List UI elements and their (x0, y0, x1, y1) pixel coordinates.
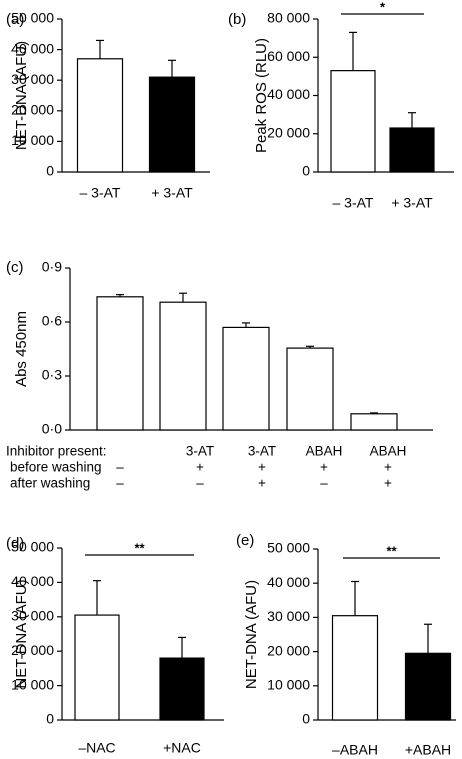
bar-c (96, 296, 144, 431)
table-row-label: before washing (10, 460, 102, 475)
y-tick-label-e: 50 000 (267, 540, 310, 556)
category-label-b: + 3-AT (391, 195, 433, 211)
y-tick-label-b: 40 000 (267, 86, 310, 102)
y-tick-label-e: 10 000 (267, 677, 310, 693)
category-label-e: –ABAH (332, 742, 378, 758)
y-tick-label-e: 30 000 (267, 608, 310, 624)
y-axis-title-d: NET-DNA (AFU) (13, 579, 30, 688)
bar-a (148, 76, 196, 173)
table-before-cell: + (384, 460, 392, 475)
panel-label-c: (c) (6, 259, 24, 276)
significance-marker-b: * (380, 0, 386, 14)
y-tick-label-c: 0·6 (42, 313, 62, 329)
y-tick-label-a: 0 (46, 163, 54, 179)
bar-c (222, 326, 270, 431)
bar-d (159, 657, 205, 721)
y-tick-label-a: 20 000 (11, 102, 54, 118)
table-row-label: after washing (10, 476, 90, 491)
bar-b (389, 127, 435, 173)
table-before-cell: + (258, 460, 266, 475)
significance-marker-e: ** (386, 543, 397, 558)
table-inhibitor-cell: 3-AT (248, 444, 276, 459)
table-after-cell: – (320, 476, 328, 491)
y-axis-title-b: Peak ROS (RLU) (253, 38, 270, 153)
significance-marker-d: ** (134, 540, 145, 555)
panel-label-e: (e) (236, 532, 254, 549)
y-tick-label-e: 20 000 (267, 642, 310, 658)
panel-label-d: (d) (6, 535, 24, 552)
table-after-cell: – (196, 476, 204, 491)
y-tick-label-d: 0 (46, 711, 54, 727)
y-tick-label-d: 30 000 (11, 608, 54, 624)
bar-e (331, 615, 379, 721)
bar-c (350, 413, 398, 431)
y-tick-label-b: 0 (302, 163, 310, 179)
category-label-a: + 3-AT (151, 185, 193, 201)
bar-a (76, 58, 124, 173)
y-tick-label-a: 10 000 (11, 132, 54, 148)
y-tick-label-a: 30 000 (11, 71, 54, 87)
y-tick-label-a: 50 000 (11, 10, 54, 26)
table-inhibitor-cell: ABAH (370, 444, 407, 459)
category-label-b: – 3-AT (333, 195, 374, 211)
bar-c (159, 301, 207, 431)
y-tick-label-c: 0·3 (42, 367, 62, 383)
y-tick-label-d: 40 000 (11, 573, 54, 589)
y-tick-label-e: 0 (302, 711, 310, 727)
bar-b (330, 70, 376, 173)
y-tick-label-d: 50 000 (11, 539, 54, 555)
y-tick-label-d: 10 000 (11, 676, 54, 692)
table-after-cell: + (258, 476, 266, 491)
table-before-cell: – (116, 460, 124, 475)
panel-label-b: (b) (228, 11, 246, 28)
y-tick-label-c: 0·9 (42, 259, 62, 275)
y-tick-label-e: 40 000 (267, 574, 310, 590)
y-tick-label-b: 60 000 (267, 48, 310, 64)
table-after-cell: – (116, 476, 124, 491)
y-tick-label-b: 80 000 (267, 10, 310, 26)
table-after-cell: + (384, 476, 392, 491)
table-inhibitor-cell: ABAH (306, 444, 343, 459)
y-axis-title-e: NET-DNA (AFU) (243, 580, 260, 689)
bar-e (404, 652, 452, 721)
y-tick-label-c: 0·0 (42, 421, 62, 437)
y-tick-label-b: 20 000 (267, 124, 310, 140)
category-label-d: +NAC (163, 740, 201, 756)
table-before-cell: + (320, 460, 328, 475)
category-label-d: –NAC (78, 740, 115, 756)
y-tick-label-a: 40 000 (11, 40, 54, 56)
y-axis-title-c: Abs 450nm (13, 311, 30, 387)
table-row-label: Inhibitor present: (6, 444, 107, 459)
y-tick-label-d: 20 000 (11, 642, 54, 658)
y-axis-title-a: NET-DNA (AFU) (13, 41, 30, 150)
table-before-cell: + (196, 460, 204, 475)
category-label-e: +ABAH (405, 742, 451, 758)
bar-d (74, 614, 120, 721)
table-inhibitor-cell: 3-AT (186, 444, 214, 459)
bar-c (286, 347, 334, 431)
category-label-a: – 3-AT (80, 185, 121, 201)
panel-label-a: (a) (6, 11, 24, 28)
